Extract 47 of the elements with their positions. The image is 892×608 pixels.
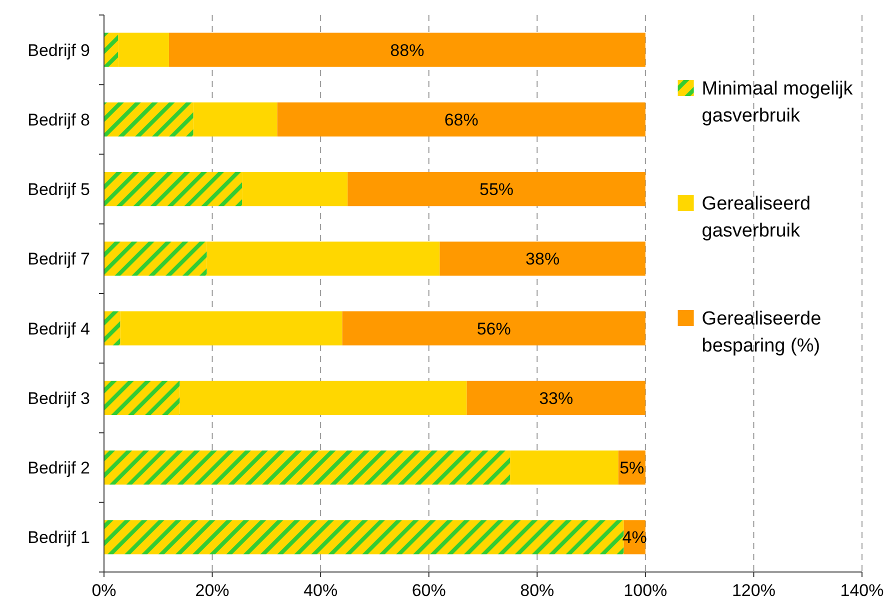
data-label: 55% — [480, 180, 514, 200]
bar — [104, 172, 242, 206]
x-tick-label: 80% — [520, 581, 554, 600]
bar — [104, 311, 120, 346]
bar — [510, 450, 618, 485]
y-tick-label: Bedrijf 2 — [28, 458, 90, 478]
x-tick-label: 60% — [412, 581, 446, 600]
bar — [104, 242, 207, 276]
bar — [104, 380, 180, 415]
y-tick-label: Bedrijf 1 — [28, 528, 90, 548]
x-tick-label: 0% — [92, 581, 116, 600]
bar — [193, 102, 278, 136]
bar — [466, 380, 646, 415]
bar — [206, 242, 440, 276]
x-tick-label: 20% — [195, 581, 230, 600]
y-tick-label: Bedrijf 4 — [28, 319, 90, 338]
bar — [348, 172, 646, 206]
bar — [277, 102, 646, 136]
data-label: 38% — [526, 250, 560, 269]
legend-label: Minimaal mogelijk gasverbruik — [702, 78, 854, 127]
x-tick-label: 140% — [840, 581, 884, 600]
bar — [440, 242, 646, 276]
y-tick-label: Bedrijf 7 — [28, 250, 90, 269]
x-tick-label: 120% — [732, 581, 776, 600]
y-tick-label: Bedrijf 3 — [28, 388, 90, 408]
data-label: 88% — [390, 40, 424, 60]
data-label: 68% — [444, 110, 478, 130]
bar — [104, 450, 510, 485]
y-tick-label: Bedrijf 9 — [28, 40, 90, 60]
x-tick-label: 40% — [304, 581, 338, 600]
data-label: 33% — [539, 388, 574, 408]
y-tick-label: Bedrijf 8 — [28, 110, 90, 130]
data-label: 56% — [476, 319, 511, 338]
x-tick-label: 100% — [624, 581, 668, 600]
y-tick-label: Bedrijf 5 — [28, 180, 90, 200]
bar — [120, 311, 342, 346]
data-label: 5% — [620, 458, 644, 478]
legend-label: Gerealiseerd gasverbruik — [702, 194, 811, 242]
bar — [104, 102, 194, 136]
bar — [242, 172, 348, 206]
bar — [342, 311, 646, 346]
bar — [168, 32, 646, 67]
bar — [104, 520, 624, 554]
legend-label: Gerealiseerde besparing (%) — [702, 308, 822, 357]
bar — [104, 32, 118, 67]
bar — [180, 380, 467, 415]
bar — [118, 32, 169, 67]
